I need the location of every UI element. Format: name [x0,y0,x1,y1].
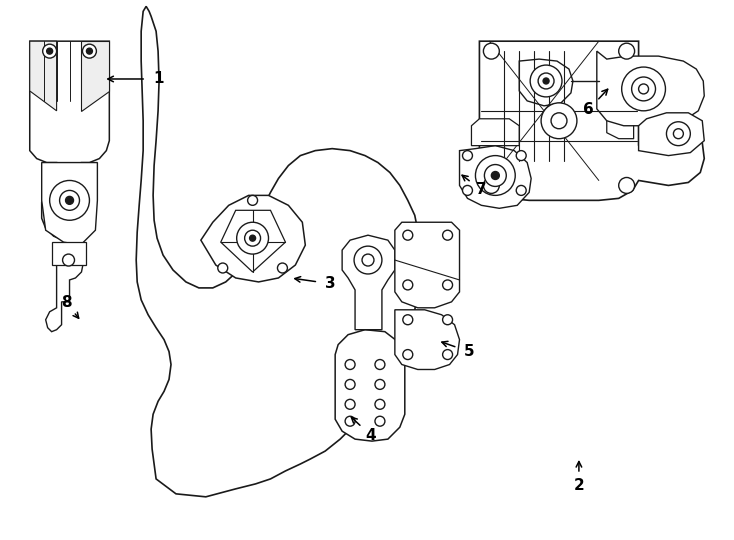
Circle shape [619,178,635,193]
Polygon shape [46,248,84,332]
Circle shape [65,197,73,204]
Circle shape [50,180,90,220]
Polygon shape [471,119,519,146]
Text: 7: 7 [476,182,486,197]
Polygon shape [51,242,87,265]
Text: 2: 2 [573,478,584,494]
Circle shape [345,380,355,389]
Circle shape [59,191,79,210]
Circle shape [403,315,413,325]
Polygon shape [395,310,459,369]
Polygon shape [479,41,704,200]
Polygon shape [30,41,109,240]
Circle shape [362,254,374,266]
Circle shape [484,178,499,193]
Polygon shape [335,330,405,441]
Polygon shape [395,222,459,308]
Circle shape [462,151,473,160]
Circle shape [250,235,255,241]
Circle shape [87,48,92,54]
Circle shape [375,400,385,409]
Circle shape [218,263,228,273]
Polygon shape [597,51,704,126]
Polygon shape [81,41,109,111]
Polygon shape [201,195,305,282]
Text: 6: 6 [584,102,594,117]
Circle shape [443,315,453,325]
Circle shape [443,230,453,240]
Circle shape [491,172,499,179]
Text: 4: 4 [366,428,376,443]
Circle shape [443,349,453,360]
Circle shape [619,43,635,59]
Polygon shape [459,146,531,208]
Circle shape [530,65,562,97]
Circle shape [543,78,549,84]
Text: 5: 5 [463,344,474,359]
Text: 3: 3 [324,276,335,291]
Polygon shape [42,163,98,244]
Circle shape [484,43,499,59]
Polygon shape [30,41,57,111]
Circle shape [622,67,666,111]
Circle shape [345,360,355,369]
Circle shape [443,280,453,290]
Circle shape [538,73,554,89]
Circle shape [516,185,526,195]
Circle shape [345,400,355,409]
Circle shape [403,349,413,360]
Circle shape [82,44,96,58]
Polygon shape [137,6,422,497]
Polygon shape [639,113,704,156]
Circle shape [247,195,258,205]
Text: 1: 1 [153,71,164,86]
Circle shape [516,151,526,160]
Circle shape [541,103,577,139]
Circle shape [476,156,515,195]
Circle shape [639,84,649,94]
Circle shape [354,246,382,274]
Circle shape [43,44,57,58]
Circle shape [484,165,506,186]
Polygon shape [519,59,573,106]
Circle shape [345,416,355,426]
Circle shape [236,222,269,254]
Circle shape [375,360,385,369]
Circle shape [403,230,413,240]
Circle shape [62,254,75,266]
Circle shape [673,129,683,139]
Polygon shape [342,235,395,330]
Circle shape [277,263,288,273]
Circle shape [666,122,691,146]
Circle shape [244,230,261,246]
Circle shape [375,416,385,426]
Polygon shape [221,210,286,272]
Text: 8: 8 [61,295,71,310]
Circle shape [403,280,413,290]
Circle shape [551,113,567,129]
Circle shape [462,185,473,195]
Circle shape [632,77,655,101]
Circle shape [47,48,53,54]
Circle shape [375,380,385,389]
